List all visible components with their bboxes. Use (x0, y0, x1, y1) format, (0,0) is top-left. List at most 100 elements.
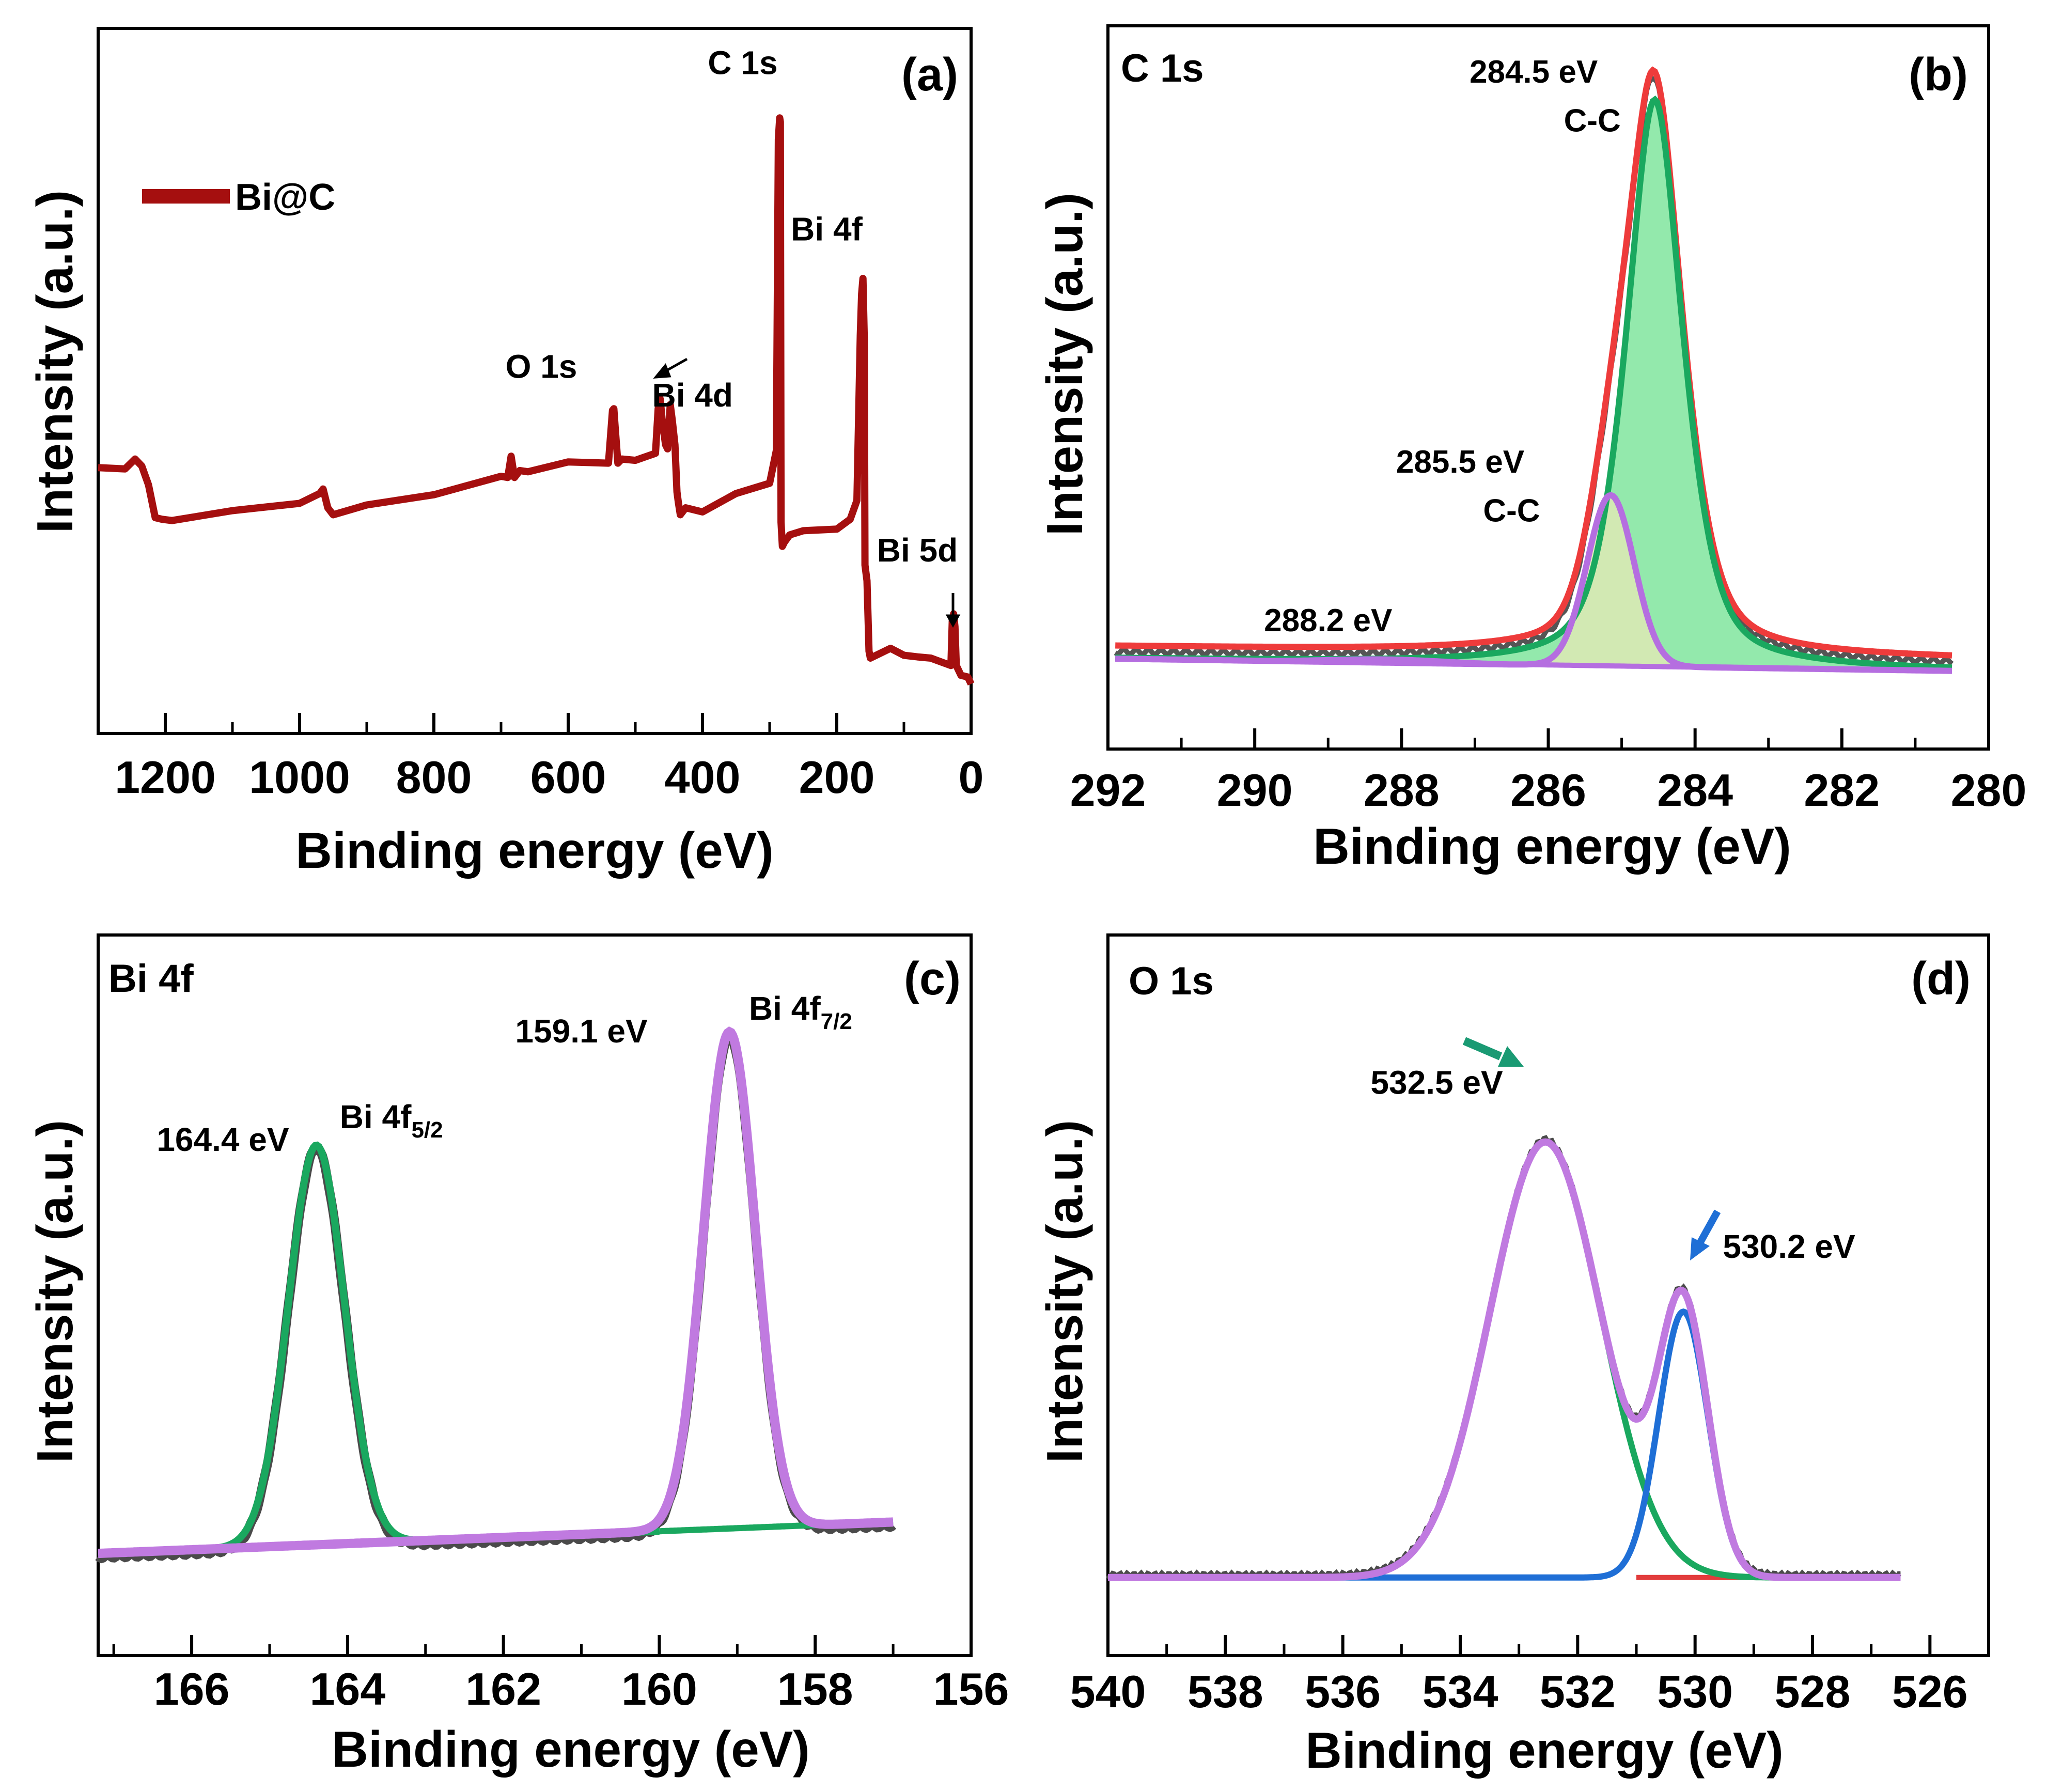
panel-b-major-ticks (1106, 728, 1990, 749)
panel-d-tick-label: 528 (1775, 1666, 1851, 1717)
panel-c-y-axis-label: Intensity (a.u.) (26, 1120, 83, 1463)
series-line-bi-c (98, 114, 975, 686)
panel-a-annotations: C 1s Bi 4f O 1s Bi 4d Bi 5d (506, 44, 958, 569)
panel-a-x-axis-label: Binding energy (eV) (295, 822, 774, 879)
raw-data-line (95, 1027, 897, 1564)
panel-c-tick-labels: 166 164 162 160 158 156 (154, 1663, 1009, 1715)
arrow-bi5d-head (945, 614, 961, 628)
annotation-bi5d: Bi 5d (877, 532, 958, 569)
panel-a-arrows (653, 357, 961, 628)
panel-c-major-ticks (190, 1635, 973, 1656)
annotation-bi4f52-main: Bi 4f (340, 1098, 412, 1135)
panel-d-y-axis-label: Intensity (a.u.) (1036, 1120, 1093, 1463)
panel-c-minor-ticks (112, 1644, 973, 1656)
panel-b-tick-label: 288 (1364, 765, 1440, 816)
envelope-line (1108, 1138, 1901, 1581)
panel-d-tick-label: 534 (1423, 1666, 1498, 1717)
annotation-bi4f72-main: Bi 4f (749, 990, 821, 1027)
panel-d-title: O 1s (1129, 959, 1214, 1003)
panel-a-tick-label: 600 (530, 752, 606, 803)
panel-b: 292 290 288 286 284 282 280 Binding ener… (1036, 24, 2027, 875)
panel-b-title: C 1s (1121, 46, 1204, 90)
arrow-532-5-head (1498, 1046, 1524, 1067)
baseline-line (1115, 656, 1952, 674)
peak-line-bi4f72 (98, 1026, 894, 1559)
panel-d-annotations: 532.5 eV 530.2 eV (1370, 1064, 1855, 1266)
panel-b-tick-label: 290 (1217, 765, 1293, 816)
panel-a-tick-label: 800 (396, 752, 472, 803)
annotation-bi4f72-sub: 7/2 (821, 1009, 852, 1034)
panel-d-tick-label: 538 (1187, 1666, 1263, 1717)
panel-d-tick-label: 536 (1305, 1666, 1381, 1717)
panel-a-tick-labels: 1200 1000 800 600 400 200 0 (115, 752, 983, 803)
legend-label-bi-c: Bi@C (235, 177, 335, 218)
panel-b-x-axis-label: Binding energy (eV) (1313, 818, 1791, 875)
panel-d: 540 538 536 534 532 530 528 526 Binding … (1036, 933, 1990, 1779)
panel-a-tick-label: 200 (799, 752, 875, 803)
peak-line-532-5 (1108, 1139, 1901, 1581)
panel-d-arrows (1462, 1037, 1721, 1260)
annotation-bi4d: Bi 4d (652, 377, 733, 414)
arrow-532-5 (1462, 1037, 1503, 1061)
panel-c-frame (97, 933, 973, 1657)
raw-data-line (1106, 1135, 1901, 1581)
peak-line-bi4f52 (98, 1141, 660, 1557)
panel-a-minor-ticks (97, 722, 973, 734)
annotation-o1s: O 1s (506, 348, 577, 385)
panel-b-tick-label: 284 (1657, 765, 1733, 816)
panel-a-tick-label: 1000 (249, 752, 350, 803)
panel-d-tick-label: 532 (1540, 1666, 1616, 1717)
panel-b-tick-label: 280 (1951, 765, 2027, 816)
annotation-cc-1: C-C (1564, 103, 1621, 138)
panel-b-y-axis-label: Intensity (a.u.) (1036, 193, 1093, 536)
panel-b-annotations: 284.5 eV C-C 285.5 eV C-C 288.2 eV (1264, 54, 1621, 638)
panel-b-tick-labels: 292 290 288 286 284 282 280 (1070, 765, 2027, 816)
panel-a-tick-label: 400 (665, 752, 741, 803)
annotation-159-1: 159.1 eV (515, 1012, 648, 1050)
panel-c-tick-label: 158 (777, 1663, 853, 1715)
annotation-bi4f: Bi 4f (791, 210, 863, 247)
panel-c-x-axis-label: Binding energy (eV) (332, 1721, 810, 1778)
annotation-285-5: 285.5 eV (1396, 444, 1524, 480)
panel-d-tick-label: 526 (1892, 1666, 1968, 1717)
arrow-530-2-head (1690, 1237, 1710, 1260)
panel-a-tick-label: 1200 (115, 752, 216, 803)
annotation-bi4f72: Bi 4f7/2 (749, 990, 852, 1034)
envelope-line (1115, 66, 1952, 659)
panel-d-tick-label: 530 (1657, 1666, 1733, 1717)
panel-c-tick-label: 160 (621, 1663, 697, 1715)
panel-c-tick-label: 164 (309, 1663, 385, 1715)
arrow-530-2 (1696, 1209, 1721, 1246)
panel-d-tick-labels: 540 538 536 534 532 530 528 526 (1070, 1666, 1968, 1717)
panel-d-minor-ticks (1106, 1644, 1990, 1656)
raw-data-line (1114, 76, 1954, 666)
panel-c-tick-label: 166 (154, 1663, 230, 1715)
annotation-288-2: 288.2 eV (1264, 603, 1392, 638)
panel-d-major-ticks (1106, 1635, 1932, 1656)
panel-c-title: Bi 4f (108, 957, 194, 1001)
panel-d-frame (1106, 933, 1990, 1657)
panel-a-y-axis-label: Intensity (a.u.) (26, 190, 83, 533)
panel-a: 1200 1000 800 600 400 200 0 Binding ener… (26, 27, 983, 879)
annotation-164-4: 164.4 eV (157, 1121, 289, 1158)
annotation-c1s: C 1s (708, 44, 777, 81)
annotation-bi4f52-sub: 5/2 (411, 1117, 443, 1143)
panel-c-tick-label: 156 (933, 1663, 1009, 1715)
panel-c-tick-label: 162 (465, 1663, 541, 1715)
annotation-532-5: 532.5 eV (1370, 1064, 1503, 1101)
panel-a-frame (97, 27, 973, 735)
peak-line-284-5 (1115, 95, 1952, 671)
panel-c: 166 164 162 160 158 156 Binding energy (… (26, 933, 1009, 1778)
peak-fill-284-5 (1115, 100, 1952, 671)
annotation-284-5: 284.5 eV (1470, 54, 1598, 90)
panel-d-label: (d) (1911, 953, 1971, 1005)
annotation-cc-2: C-C (1483, 493, 1540, 529)
panel-b-tick-label: 282 (1804, 765, 1880, 816)
panel-b-tick-label: 286 (1510, 765, 1586, 816)
panel-a-tick-label: 0 (959, 752, 984, 803)
panel-b-label: (b) (1909, 49, 1968, 101)
panel-d-tick-label: 540 (1070, 1666, 1146, 1717)
panel-a-major-ticks (164, 713, 973, 734)
panel-b-tick-label: 292 (1070, 765, 1146, 816)
